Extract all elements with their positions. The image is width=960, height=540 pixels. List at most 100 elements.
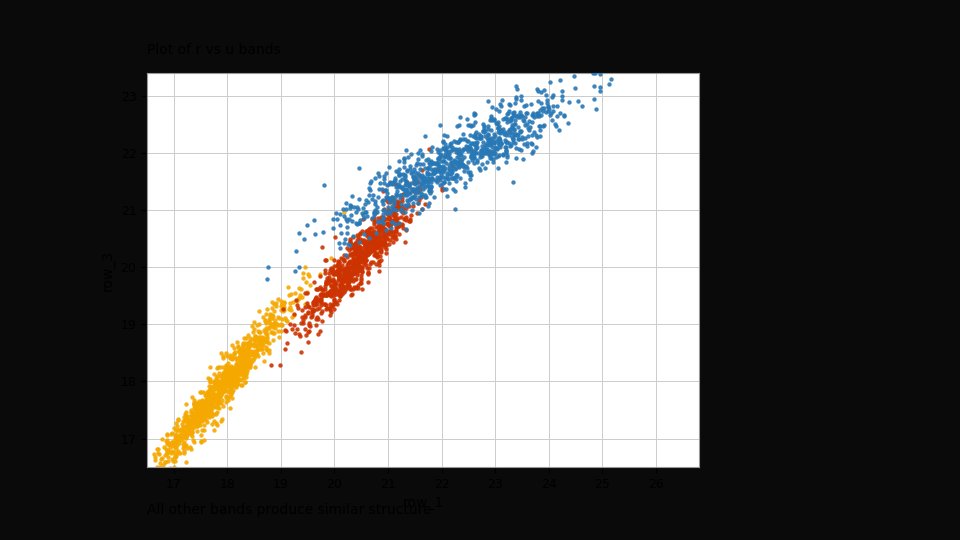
Point	[372, 228, 388, 237]
Point	[163, 449, 179, 458]
Point	[318, 291, 333, 299]
Point	[360, 278, 375, 286]
Point	[333, 254, 348, 262]
Point	[402, 165, 418, 173]
Point	[488, 105, 503, 113]
Point	[380, 220, 396, 228]
Point	[206, 378, 222, 387]
Point	[242, 361, 257, 370]
Point	[230, 375, 246, 383]
Point	[192, 388, 207, 397]
Point	[268, 299, 283, 307]
Point	[316, 228, 331, 237]
Point	[314, 297, 329, 306]
Point	[360, 245, 375, 253]
Point	[436, 178, 451, 186]
Point	[532, 122, 547, 130]
Point	[441, 166, 456, 174]
Point	[266, 312, 281, 321]
Point	[514, 127, 529, 136]
Point	[209, 400, 225, 409]
Point	[449, 171, 465, 180]
Point	[372, 260, 387, 269]
Point	[182, 423, 198, 432]
Point	[438, 152, 453, 160]
Point	[533, 87, 548, 96]
Point	[380, 219, 396, 228]
Point	[379, 234, 395, 243]
Point	[352, 255, 368, 264]
Point	[222, 375, 237, 383]
Point	[505, 178, 520, 186]
Point	[408, 186, 423, 195]
Point	[376, 240, 392, 249]
Point	[158, 471, 174, 480]
Point	[201, 373, 216, 382]
Point	[221, 371, 236, 380]
Point	[444, 143, 460, 152]
Point	[354, 227, 370, 235]
Point	[346, 262, 361, 271]
Point	[418, 173, 433, 182]
Point	[352, 242, 368, 251]
Point	[371, 240, 386, 248]
Point	[498, 145, 514, 154]
Point	[432, 121, 447, 130]
Point	[255, 313, 271, 321]
Point	[423, 183, 439, 192]
Point	[566, 72, 582, 81]
Point	[206, 426, 222, 435]
Point	[239, 359, 254, 368]
Point	[512, 144, 527, 153]
Point	[381, 227, 396, 236]
Point	[364, 244, 379, 252]
Point	[508, 139, 523, 147]
Point	[428, 167, 444, 176]
Point	[378, 168, 394, 177]
Point	[214, 377, 229, 386]
Point	[483, 134, 498, 143]
Point	[348, 284, 364, 293]
Point	[356, 252, 372, 260]
Point	[439, 169, 454, 178]
Point	[395, 202, 410, 211]
Point	[509, 92, 524, 101]
Point	[242, 357, 257, 366]
Point	[186, 438, 202, 447]
Point	[541, 104, 557, 113]
Point	[326, 300, 342, 308]
Point	[276, 298, 291, 307]
Point	[480, 131, 495, 139]
Point	[423, 157, 439, 166]
Point	[354, 267, 370, 275]
Point	[388, 215, 403, 224]
Point	[170, 436, 185, 444]
Point	[389, 202, 404, 211]
Point	[508, 120, 523, 129]
Point	[377, 239, 393, 248]
Point	[238, 339, 253, 347]
Point	[429, 166, 444, 174]
Point	[335, 205, 350, 213]
Point	[386, 197, 401, 205]
Point	[349, 258, 365, 267]
Point	[271, 320, 286, 329]
Point	[461, 120, 476, 129]
Point	[203, 397, 218, 406]
Point	[326, 269, 342, 278]
Point	[216, 352, 231, 360]
Point	[310, 330, 325, 339]
Point	[362, 248, 377, 256]
Point	[244, 348, 259, 357]
Point	[499, 114, 515, 123]
Point	[360, 264, 375, 273]
Point	[259, 338, 275, 346]
Point	[242, 336, 257, 345]
Point	[324, 265, 340, 273]
Point	[376, 237, 392, 245]
Point	[369, 233, 384, 242]
Point	[406, 165, 421, 173]
Point	[348, 239, 364, 247]
Point	[484, 154, 499, 163]
Point	[188, 410, 204, 418]
